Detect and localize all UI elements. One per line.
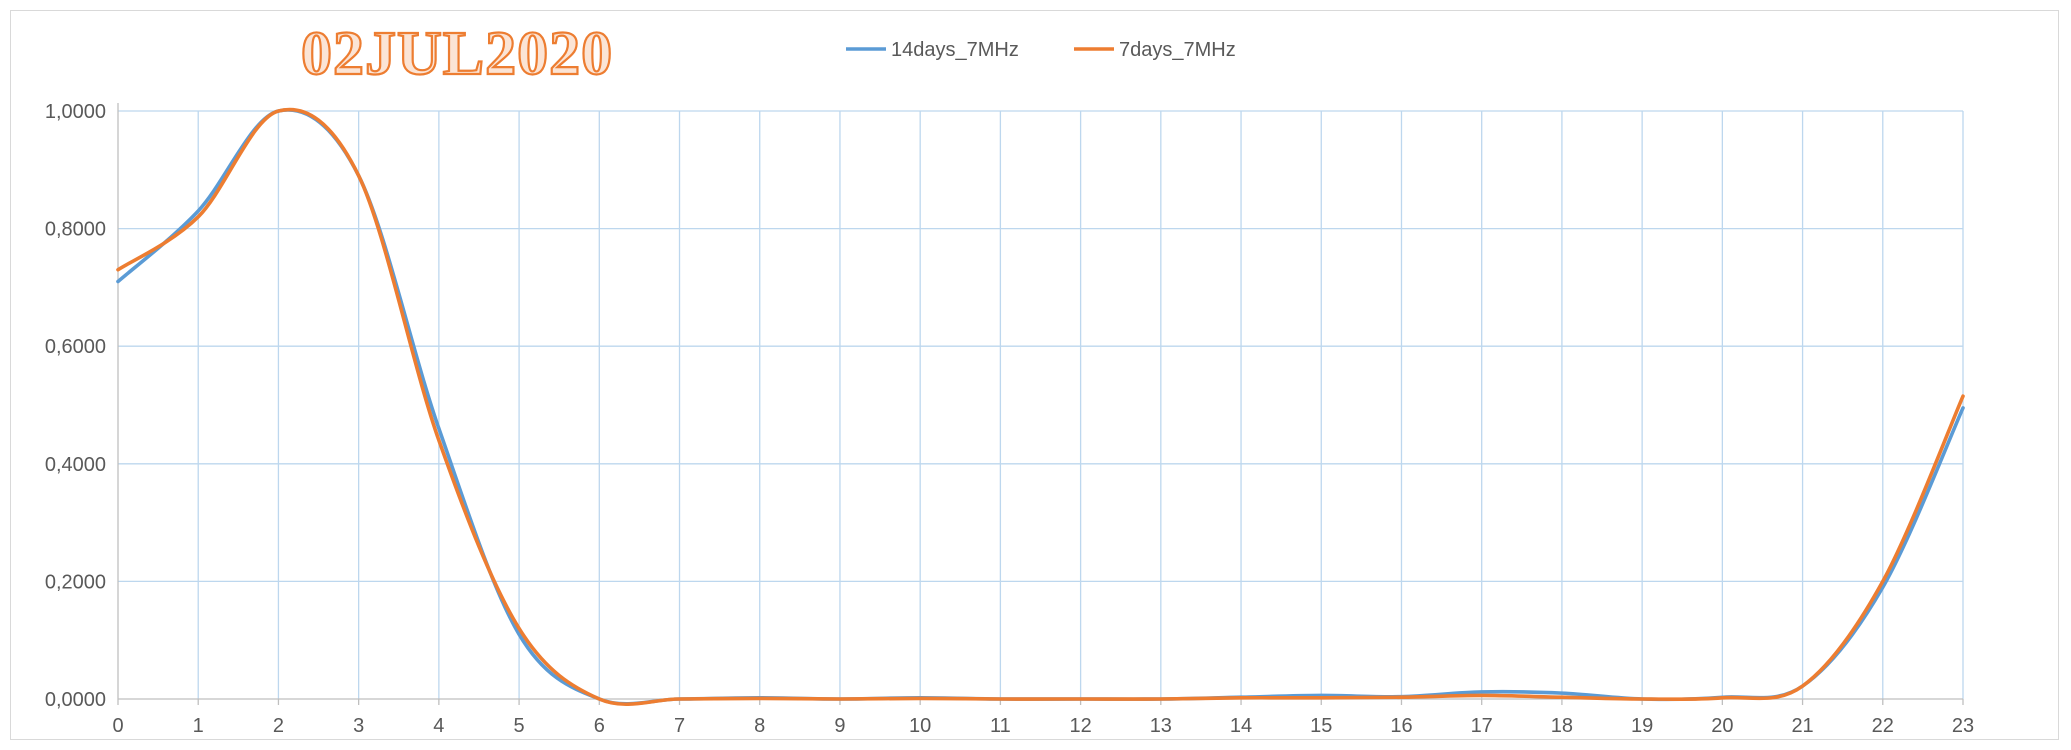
chart-title: 02JUL2020 bbox=[301, 20, 613, 88]
legend: 14days_7MHz 7days_7MHz bbox=[846, 39, 1236, 61]
legend-label-2: 7days_7MHz bbox=[1119, 39, 1236, 61]
x-tick-label: 19 bbox=[1631, 715, 1653, 737]
x-tick-label: 15 bbox=[1310, 715, 1332, 737]
legend-label-1: 14days_7MHz bbox=[891, 39, 1019, 61]
x-tick-label: 16 bbox=[1390, 715, 1412, 737]
x-tick-label: 3 bbox=[353, 715, 364, 737]
x-tick-label: 22 bbox=[1872, 715, 1894, 737]
x-tick-label: 8 bbox=[754, 715, 765, 737]
x-tick-label: 4 bbox=[433, 715, 444, 737]
x-tick-label: 7 bbox=[674, 715, 685, 737]
axes bbox=[117, 103, 1964, 705]
x-tick-label: 14 bbox=[1230, 715, 1252, 737]
y-axis-tick-labels: 0,0000 0,2000 0,4000 0,6000 0,8000 1,0000 bbox=[45, 101, 106, 711]
series-line-1 bbox=[116, 108, 1965, 706]
y-tick-label: 1,0000 bbox=[45, 101, 106, 123]
x-tick-label: 6 bbox=[594, 715, 605, 737]
x-tick-label: 13 bbox=[1150, 715, 1172, 737]
x-tick-label: 2 bbox=[273, 715, 284, 737]
x-tick-label: 0 bbox=[112, 715, 123, 737]
x-tick-label: 18 bbox=[1551, 715, 1573, 737]
y-tick-label: 0,2000 bbox=[45, 571, 106, 593]
x-tick-label: 10 bbox=[909, 715, 931, 737]
x-tick-label: 11 bbox=[990, 715, 1011, 737]
series-line-2 bbox=[116, 107, 1965, 707]
y-tick-label: 0,4000 bbox=[45, 454, 106, 476]
vertical-gridlines bbox=[197, 111, 1964, 699]
x-tick-label: 23 bbox=[1952, 715, 1974, 737]
x-tick-label: 21 bbox=[1791, 715, 1813, 737]
horizontal-gridlines bbox=[118, 110, 1963, 583]
y-tick-label: 0,8000 bbox=[45, 219, 106, 241]
y-tick-label: 0,0000 bbox=[45, 689, 106, 711]
x-tick-label: 20 bbox=[1711, 715, 1733, 737]
x-tick-label: 1 bbox=[193, 715, 204, 737]
x-tick-label: 12 bbox=[1069, 715, 1091, 737]
y-tick-label: 0,6000 bbox=[45, 336, 106, 358]
x-axis-tick-labels: 0 1 2 3 4 5 6 7 8 9 10 11 12 13 14 15 16 17 18 19 20 21 22 23 bbox=[112, 715, 1974, 737]
x-tick-label: 5 bbox=[514, 715, 525, 737]
series-lines bbox=[116, 107, 1965, 707]
x-tick-label: 9 bbox=[834, 715, 845, 737]
x-tick-label: 17 bbox=[1471, 715, 1493, 737]
